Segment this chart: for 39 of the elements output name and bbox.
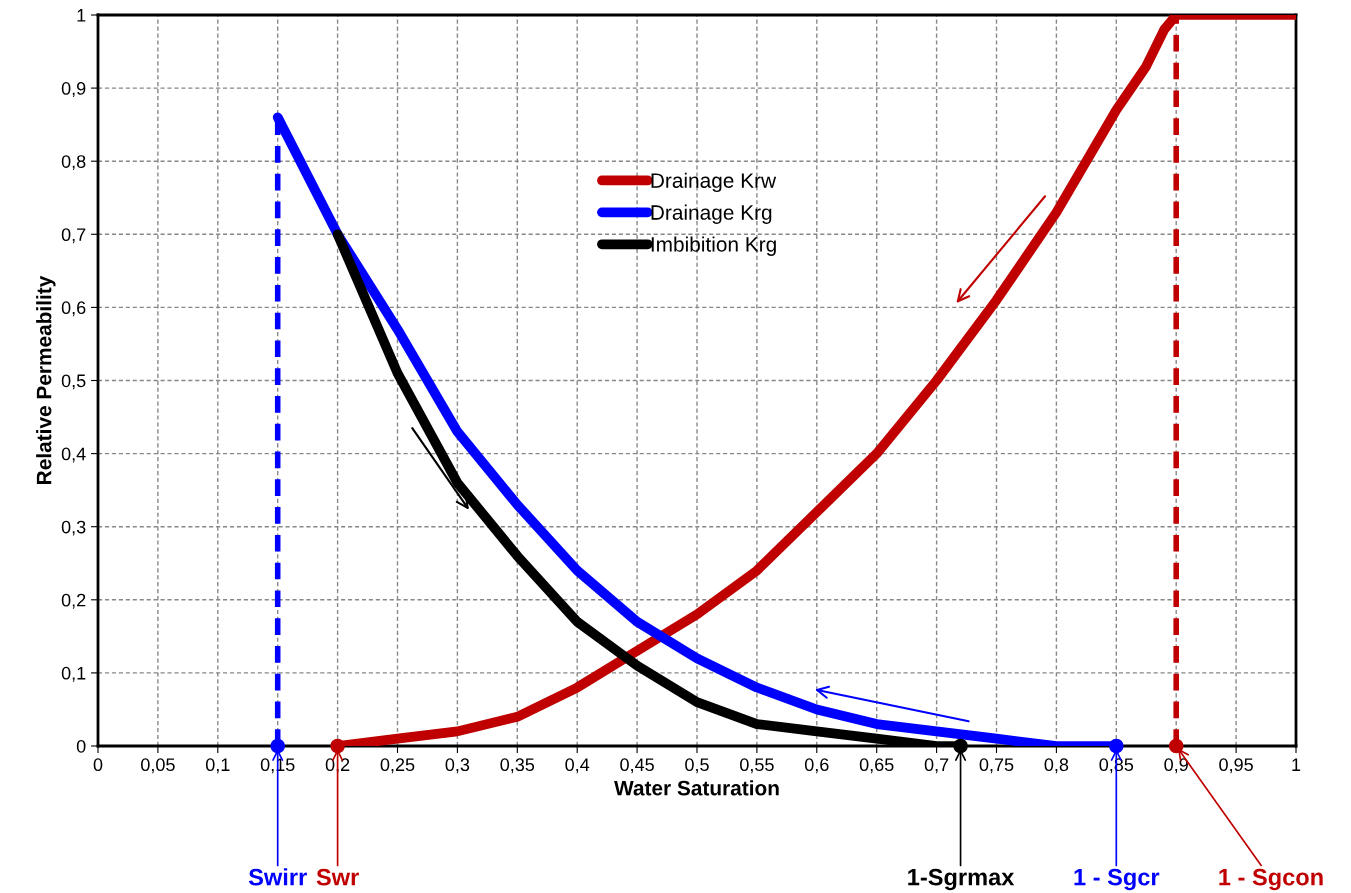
annotation: 1 - Sgcr [1074, 868, 1160, 891]
y-axis-title: Relative Permeability [36, 275, 56, 484]
x-axis-title: Water Saturation [614, 780, 779, 796]
y-tick-label: 1 [77, 9, 86, 22]
x-tick-label: 0,65 [859, 758, 894, 774]
annotation: Swr [316, 868, 359, 886]
x-tick-label: 0 [93, 758, 103, 772]
x-tick-label: 0,8 [1044, 758, 1069, 774]
x-tick-label: 0,25 [380, 758, 415, 774]
y-tick-label: 0,1 [61, 666, 86, 682]
annotation: 1-Sgrmax [908, 868, 1015, 891]
annotation: 1 - Sgcon [1219, 868, 1323, 891]
y-tick-label: 0 [76, 739, 86, 753]
legend-label: Imbibition Krg [651, 236, 776, 256]
y-tick-label: 0,9 [61, 82, 86, 97]
x-tick-label: 0,3 [445, 758, 470, 774]
x-tick-label: 0,35 [500, 758, 535, 774]
x-tick-label: 0,45 [620, 758, 654, 774]
x-tick-label: 0,75 [979, 758, 1014, 774]
y-tick-label: 0,3 [61, 520, 86, 536]
legend-label: Drainage Krg [651, 204, 772, 224]
x-tick-label: 0,5 [685, 758, 709, 774]
x-tick-label: 0,95 [1219, 758, 1253, 774]
y-tick-label: 0,2 [61, 593, 86, 609]
x-tick-label: 0,55 [740, 758, 774, 774]
y-tick-label: 0,4 [61, 447, 86, 463]
annotation: Swirr [248, 868, 307, 886]
x-tick-label: 0,05 [141, 758, 175, 774]
x-tick-label: 0,7 [924, 758, 949, 774]
y-tick-label: 0,5 [61, 374, 86, 390]
x-tick-label: 1 [1292, 758, 1301, 771]
x-tick-label: 0,6 [804, 758, 829, 774]
x-tick-label: 0,1 [205, 758, 230, 774]
x-tick-label: 0,4 [565, 758, 590, 774]
y-tick-label: 0,8 [61, 155, 86, 171]
y-tick-label: 0,6 [61, 301, 86, 317]
legend-label: Drainage Krw [651, 172, 777, 193]
y-tick-label: 0,7 [61, 228, 86, 244]
x-tick-label: 0,9 [1164, 758, 1188, 774]
